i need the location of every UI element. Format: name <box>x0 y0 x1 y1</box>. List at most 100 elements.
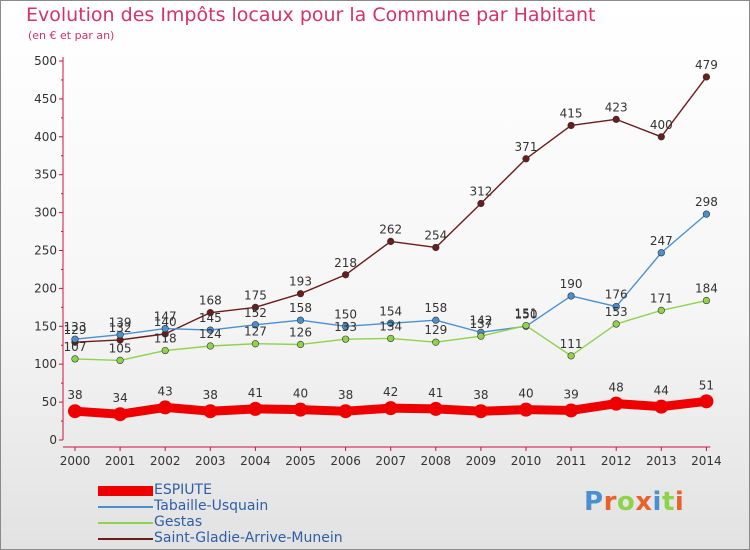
data-label: 129 <box>424 323 447 337</box>
data-label: 38 <box>67 388 82 402</box>
data-label: 175 <box>244 288 267 302</box>
data-point <box>342 271 350 279</box>
data-label: 171 <box>650 291 673 305</box>
x-tick-label: 2007 <box>375 454 406 468</box>
data-label: 38 <box>338 388 353 402</box>
data-label: 193 <box>289 275 312 289</box>
data-point <box>71 355 79 363</box>
data-label: 137 <box>469 317 492 331</box>
legend-swatch <box>98 522 153 524</box>
series-tabaille-usquain <box>71 210 711 343</box>
data-point <box>702 296 711 305</box>
x-tick-label: 2010 <box>511 454 542 468</box>
legend-swatch <box>98 486 153 496</box>
x-tick-label: 2008 <box>421 454 452 468</box>
logo-letter: o <box>616 487 636 517</box>
data-label: 127 <box>244 325 267 339</box>
data-label: 41 <box>428 386 443 400</box>
data-label: 312 <box>469 185 492 199</box>
data-point <box>387 319 395 327</box>
data-point <box>657 306 665 314</box>
logo-letter: r <box>603 487 617 517</box>
data-point <box>702 73 711 81</box>
x-tick-label: 2005 <box>285 454 316 468</box>
data-label: 371 <box>515 140 538 154</box>
data-label: 39 <box>563 387 578 401</box>
data-point <box>116 331 124 339</box>
data-label: 176 <box>605 288 628 302</box>
data-point <box>432 316 440 324</box>
x-tick-label: 2012 <box>601 454 632 468</box>
logo-letter: t <box>661 487 675 517</box>
y-tick-label: 350 <box>34 168 57 182</box>
x-tick-label: 2006 <box>330 454 361 468</box>
y-tick-label: 50 <box>42 395 57 409</box>
chart-axes: 0 50 100 150 200 250 300 350 400 450 500 2000 2001 20… <box>34 54 722 468</box>
data-point <box>342 335 350 343</box>
data-label: 48 <box>609 381 624 395</box>
data-label: 140 <box>154 315 177 329</box>
data-point <box>206 326 214 334</box>
data-label: 145 <box>199 311 222 325</box>
data-label: 43 <box>158 384 173 398</box>
x-tick-label: 2004 <box>240 454 271 468</box>
series-line <box>74 76 708 343</box>
data-point <box>473 404 488 419</box>
data-point <box>248 401 263 416</box>
data-point <box>251 321 259 329</box>
data-point <box>654 399 669 414</box>
data-label: 107 <box>64 340 87 354</box>
data-point <box>522 321 530 330</box>
data-label: 298 <box>695 195 718 209</box>
data-point <box>567 292 575 300</box>
data-point <box>251 303 259 311</box>
data-label: 38 <box>473 388 488 402</box>
data-point <box>203 404 218 419</box>
logo-letter: i <box>652 487 662 517</box>
data-point <box>206 342 214 350</box>
data-label: 105 <box>109 341 132 355</box>
chart-subtitle: (en € et par an) <box>28 29 115 42</box>
data-label: 142 <box>469 313 492 327</box>
x-tick-label: 2000 <box>60 454 91 468</box>
data-point <box>702 210 711 218</box>
data-point <box>477 199 485 208</box>
data-label: 158 <box>289 301 312 315</box>
data-point <box>293 402 308 417</box>
data-label: 168 <box>199 294 222 308</box>
x-tick-label: 2003 <box>195 454 226 468</box>
data-label: 139 <box>109 316 132 330</box>
data-point <box>612 302 620 311</box>
data-label: 51 <box>699 378 714 392</box>
y-tick-label: 500 <box>34 54 57 68</box>
data-label: 262 <box>379 222 402 236</box>
data-point <box>387 237 395 246</box>
data-label: 133 <box>334 320 357 334</box>
y-tick-label: 450 <box>34 92 57 106</box>
legend-label: Gestas <box>154 514 203 530</box>
data-label: 190 <box>560 277 583 291</box>
data-label: 151 <box>515 307 538 321</box>
data-label: 133 <box>64 320 87 334</box>
data-point <box>657 249 665 257</box>
legend-label: Tabaille-Usquain <box>154 498 269 514</box>
data-label: 247 <box>650 234 673 248</box>
data-point <box>432 338 440 346</box>
x-tick-label: 2013 <box>646 454 677 468</box>
logo-letter: P <box>584 487 604 517</box>
y-tick-label: 200 <box>34 281 57 295</box>
data-label: 34 <box>112 391 127 405</box>
data-label: 158 <box>424 301 447 315</box>
data-label: 254 <box>424 228 447 242</box>
data-point <box>338 404 353 419</box>
data-point <box>519 402 533 417</box>
data-point <box>161 346 169 355</box>
chart-title: Evolution des Impôts locaux pour la Comm… <box>26 4 596 26</box>
data-label: 218 <box>334 256 357 270</box>
data-point <box>251 340 259 348</box>
data-label: 147 <box>154 310 177 324</box>
legend-swatch <box>98 538 153 540</box>
proxiti-logo: Proxiti <box>584 487 684 517</box>
